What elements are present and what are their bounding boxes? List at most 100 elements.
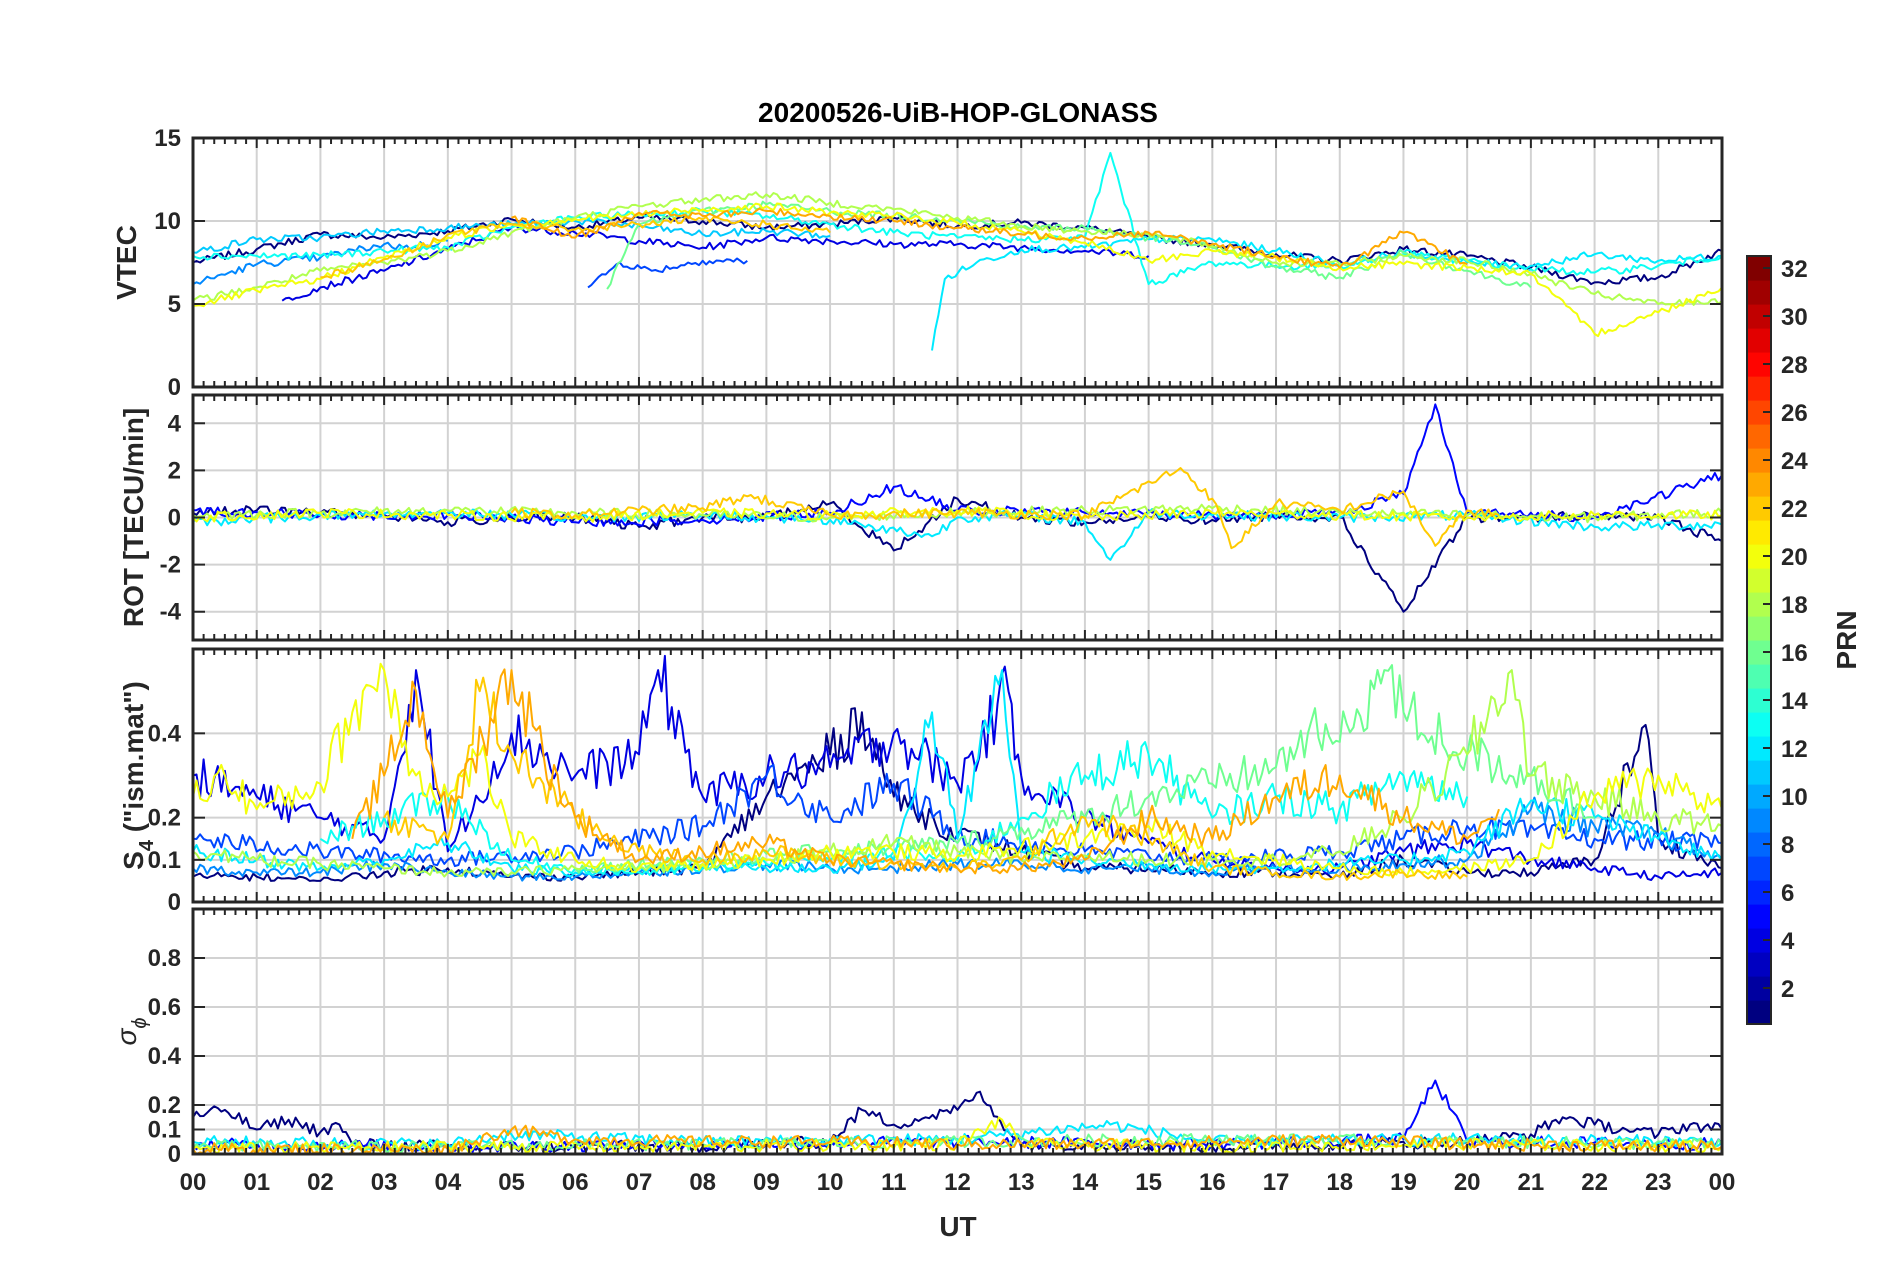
y-tick-label: 2 — [168, 457, 181, 484]
y-tick-label: 15 — [154, 125, 181, 152]
x-tick-label: 03 — [371, 1169, 398, 1196]
x-tick-label: 05 — [498, 1169, 525, 1196]
series-line-prn-4 — [193, 654, 1722, 881]
series-line-prn-1 — [193, 213, 1722, 286]
y-tick-label: 0.1 — [148, 847, 181, 874]
colorbar-tick-label: 28 — [1781, 352, 1808, 379]
colorbar-segment — [1747, 952, 1771, 977]
y-tick-label: 0 — [168, 1141, 181, 1168]
colorbar-tick-label: 22 — [1781, 496, 1808, 523]
series-line-prn-9 — [193, 238, 449, 285]
colorbar-tick-label: 32 — [1781, 256, 1808, 283]
x-tick-label: 10 — [817, 1169, 844, 1196]
x-tick-label: 15 — [1135, 1169, 1162, 1196]
series-line-prn-23 — [511, 207, 1468, 269]
y-tick-label: 5 — [168, 291, 181, 318]
x-tick-label: 09 — [753, 1169, 780, 1196]
colorbar-tick-label: 12 — [1781, 736, 1808, 763]
y-tick-label: -4 — [160, 599, 182, 626]
series-line-prn-20 — [193, 505, 1722, 523]
colorbar-label: PRN — [1831, 610, 1862, 669]
series-line-prn-23 — [351, 668, 1500, 875]
colorbar-tick-label: 10 — [1781, 784, 1808, 811]
y-tick-label: 0.2 — [148, 1092, 181, 1119]
colorbar-segment — [1747, 568, 1771, 593]
x-tick-label: 12 — [944, 1169, 971, 1196]
series-line-prn-20 — [193, 202, 1722, 338]
colorbar-tick-label: 30 — [1781, 304, 1808, 331]
y-tick-label: -2 — [160, 552, 181, 579]
colorbar-segment — [1747, 712, 1771, 737]
colorbar-tick-label: 4 — [1781, 928, 1795, 955]
y-tick-label: 10 — [154, 208, 181, 235]
colorbar-tick-label: 14 — [1781, 688, 1808, 715]
x-tick-label: 02 — [307, 1169, 334, 1196]
x-tick-label: 11 — [881, 1169, 906, 1196]
series-line-prn-20 — [193, 662, 1722, 878]
x-axis-title: UT — [939, 1211, 976, 1242]
y-tick-label: 0.4 — [148, 1043, 182, 1070]
x-tick-label: 23 — [1645, 1169, 1672, 1196]
x-tick-label: 13 — [1008, 1169, 1035, 1196]
colorbar-tick-label: 6 — [1781, 880, 1794, 907]
series-line-prn-7 — [587, 257, 748, 289]
x-tick-label: 18 — [1326, 1169, 1353, 1196]
colorbar-tick-label: 2 — [1781, 976, 1794, 1003]
colorbar-segment — [1747, 424, 1771, 449]
y-tick-label: 0.1 — [148, 1117, 181, 1144]
colorbar-segment — [1747, 616, 1771, 641]
x-tick-label: 07 — [626, 1169, 653, 1196]
colorbar-tick-label: 24 — [1781, 448, 1808, 475]
series-line-prn-22 — [510, 467, 1500, 550]
panel-vtec: 0 5 10 15 VTEC — [111, 125, 1724, 401]
x-axis: 00 01 02 03 04 05 06 07 08 09 10 11 12 13 14 15 16 17 18 19… — [180, 1169, 1736, 1196]
y-tick-label: 0.8 — [148, 945, 181, 972]
series-line-prn-18 — [193, 669, 1722, 878]
x-tick-label: 00 — [1709, 1169, 1736, 1196]
x-tick-label: 20 — [1454, 1169, 1481, 1196]
x-tick-label: 19 — [1390, 1169, 1417, 1196]
series-group — [193, 654, 1722, 882]
y-axis-title: σϕ — [111, 1017, 151, 1045]
colorbar-segment — [1747, 664, 1771, 689]
series-line-prn-22 — [320, 215, 831, 279]
x-tick-label: 04 — [434, 1169, 461, 1196]
x-tick-label: 22 — [1581, 1169, 1608, 1196]
colorbar-segment — [1747, 904, 1771, 929]
colorbar-frame — [1746, 255, 1772, 1025]
colorbar-tick-label: 8 — [1781, 832, 1794, 859]
panel-rot: -4 -2 0 2 4 ROT [TECU/min] — [118, 393, 1724, 642]
y-tick-label: 4 — [168, 410, 182, 437]
x-tick-label: 06 — [562, 1169, 589, 1196]
y-axis-title: ROT [TECU/min] — [118, 408, 149, 627]
series-line-prn-18 — [193, 191, 1722, 307]
y-tick-label: 0.2 — [148, 805, 181, 832]
y-tick-label: 0 — [168, 374, 181, 401]
series-line-prn-12 — [931, 234, 1722, 351]
colorbar-segment — [1747, 376, 1771, 401]
y-tick-label: 0 — [168, 889, 181, 916]
series-group — [193, 151, 1722, 351]
series-line-prn-12 — [193, 669, 1722, 878]
x-tick-label: 17 — [1263, 1169, 1290, 1196]
colorbar-tick-label: 20 — [1781, 544, 1808, 571]
colorbar-segment — [1747, 760, 1771, 785]
y-axis-title: S4 ("ism.mat") — [118, 681, 158, 870]
x-tick-label: 14 — [1072, 1169, 1099, 1196]
colorbar-segment — [1747, 520, 1771, 545]
colorbar-segment — [1747, 1000, 1771, 1025]
chart-title: 20200526-UiB-HOP-GLONASS — [758, 97, 1158, 128]
y-tick-label: 0.6 — [148, 994, 181, 1021]
colorbar-tick-label: 16 — [1781, 640, 1808, 667]
x-tick-label: 01 — [243, 1169, 270, 1196]
panel-s4: 0 0.1 0.2 0.4S4 ("ism.mat") — [118, 647, 1724, 916]
y-tick-label: 0.4 — [148, 720, 182, 747]
panel-sigma_phi: 00.10.2 0.4 0.6 0.8 σϕ — [111, 907, 1724, 1168]
colorbar-segment — [1747, 472, 1771, 497]
y-tick-label: 0 — [168, 505, 181, 532]
series-line-prn-4 — [281, 224, 1150, 302]
y-axis-title: VTEC — [111, 225, 142, 300]
